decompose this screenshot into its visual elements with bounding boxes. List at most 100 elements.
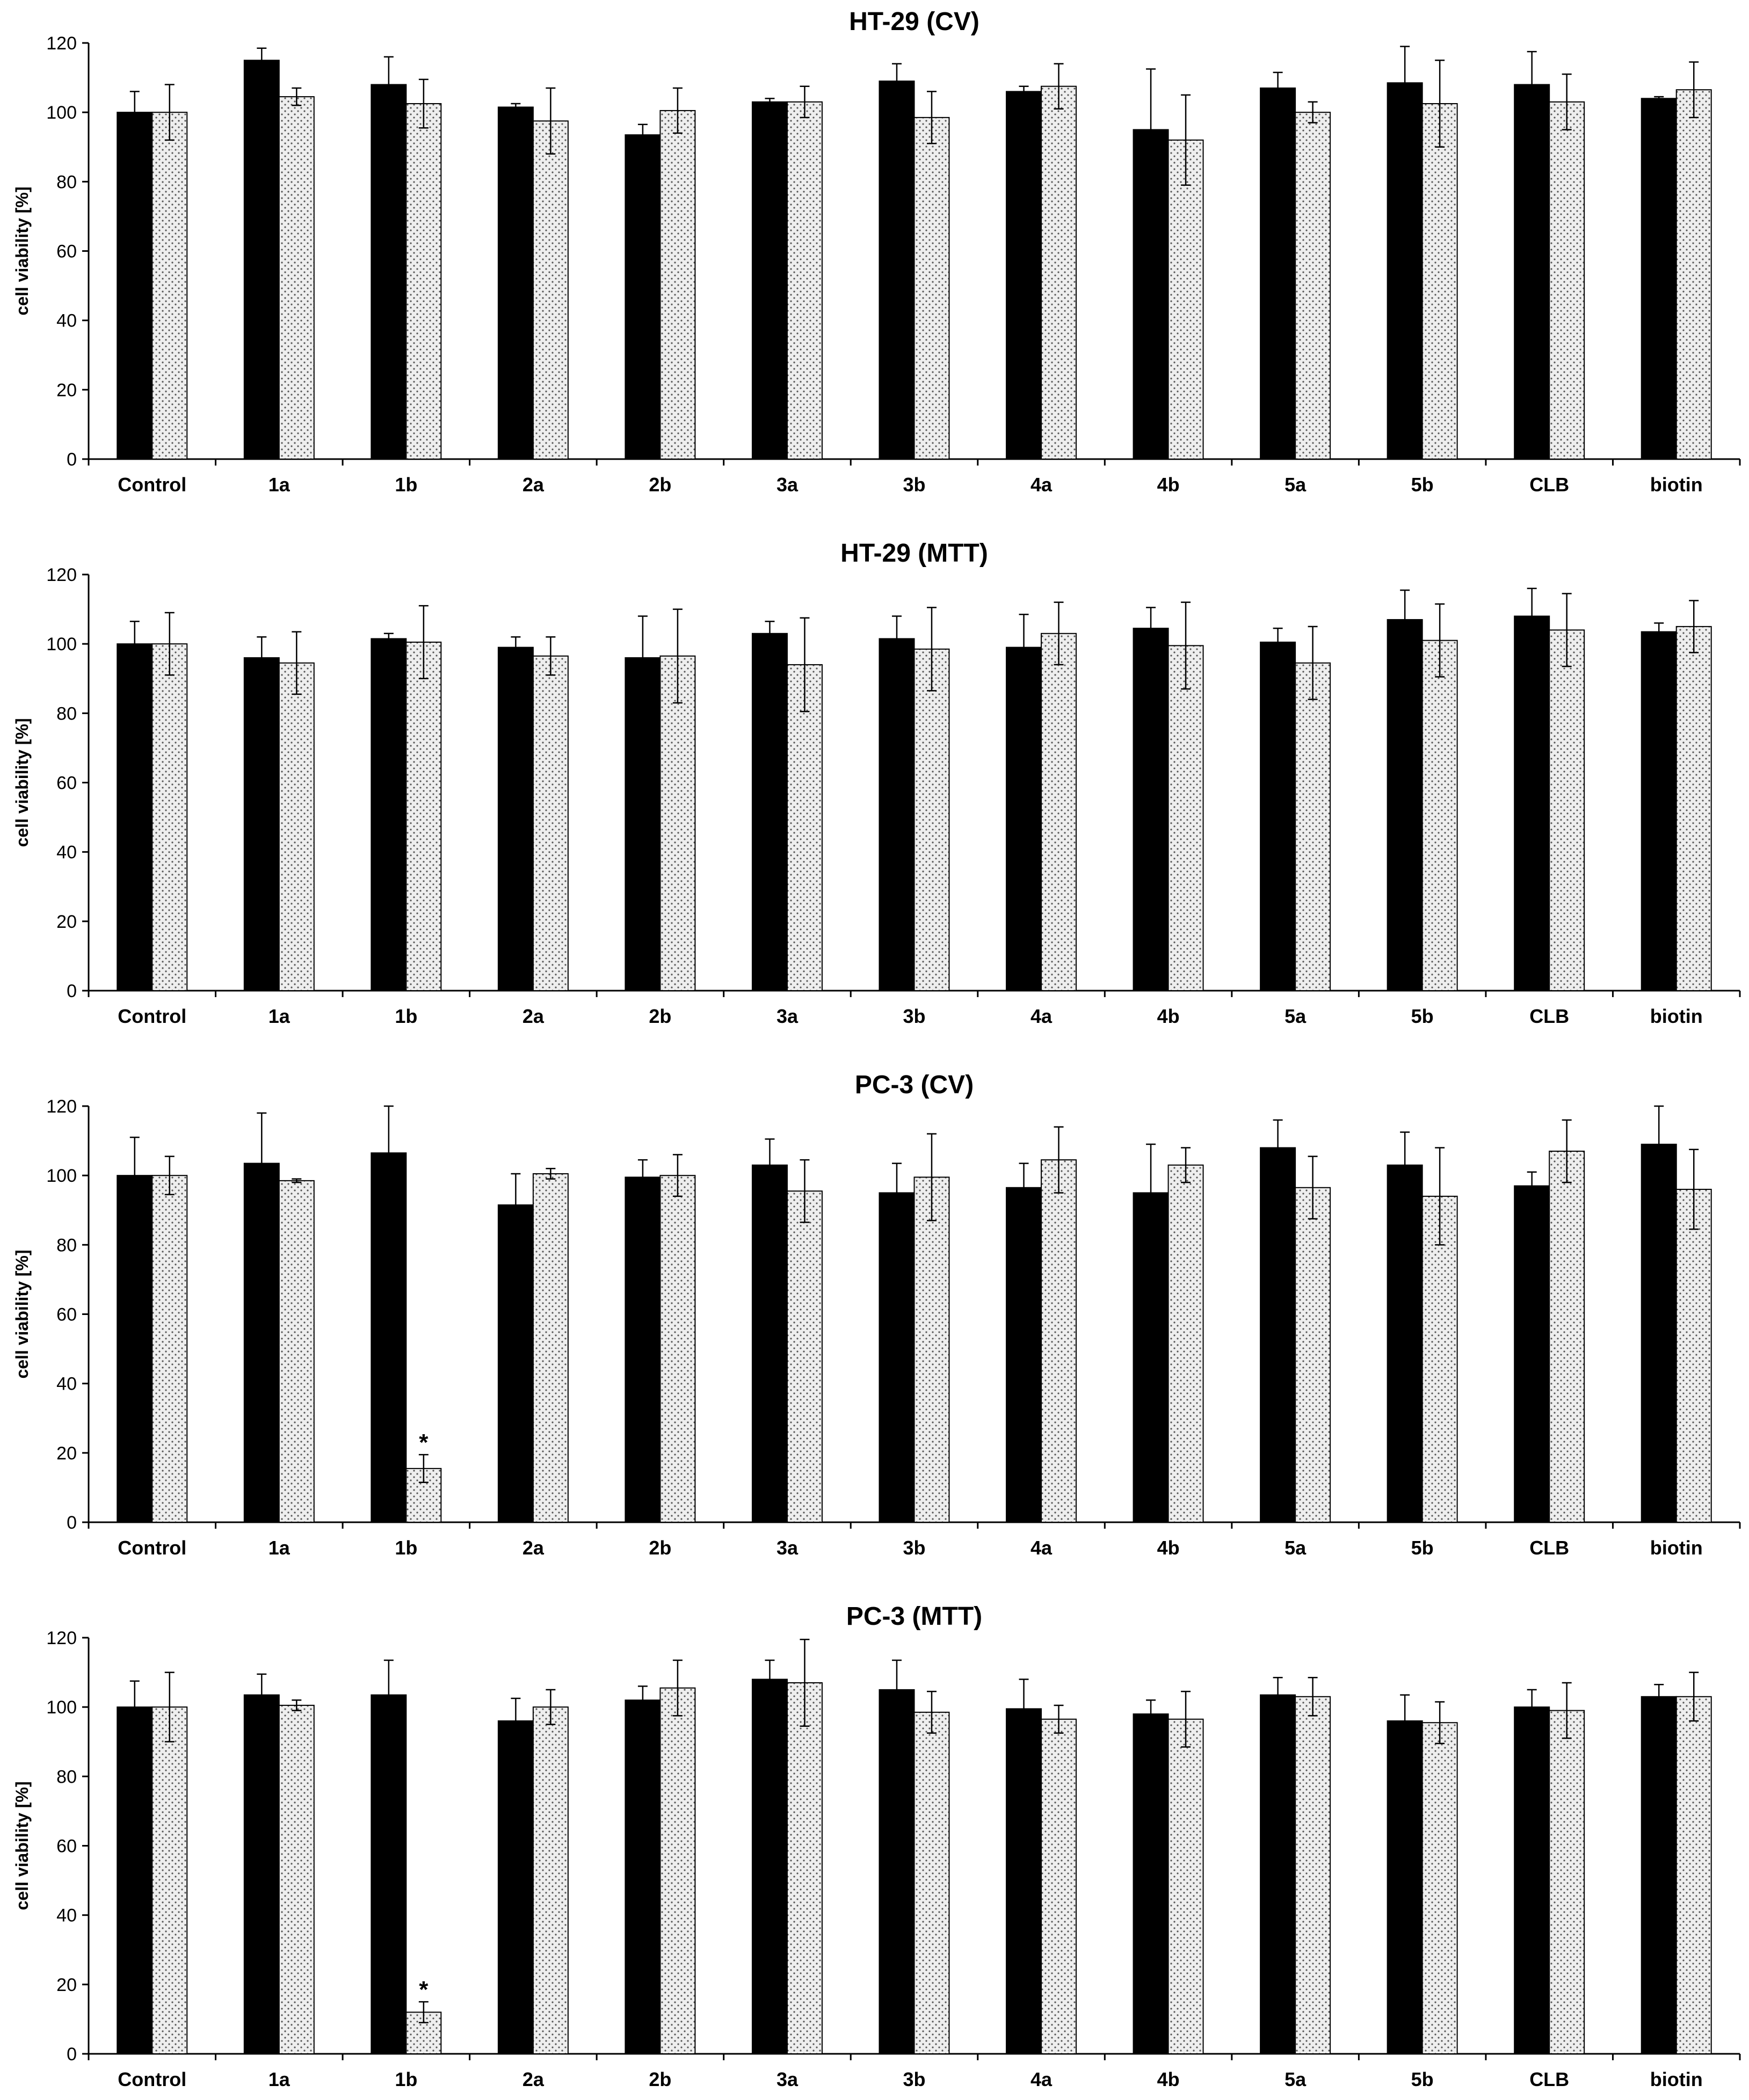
bar-dotted <box>659 1687 696 2054</box>
chart-title: HT-29 (MTT) <box>840 539 988 568</box>
x-tick-label: CLB <box>1529 1005 1569 1027</box>
bar-solid <box>1260 87 1296 460</box>
error-bar <box>383 1659 394 1731</box>
error-bar <box>1527 1689 1537 1725</box>
x-tick-label: CLB <box>1529 1537 1569 1559</box>
error-bar <box>383 1105 394 1201</box>
x-tick-label: 3b <box>903 2068 925 2090</box>
error-bar <box>1273 1677 1283 1713</box>
error-bar <box>892 1162 902 1223</box>
y-tick-label: 40 <box>56 1906 77 1926</box>
bar-solid <box>625 1176 661 1523</box>
bar-dotted <box>913 117 950 460</box>
bar-dotted <box>1675 626 1712 991</box>
x-tick-label: 4a <box>1030 1005 1053 1027</box>
bar-dotted <box>1675 1696 1712 2055</box>
y-tick-label: 60 <box>56 242 77 262</box>
error-bar <box>637 615 648 700</box>
error-bar <box>892 63 902 99</box>
x-tick-label: 5b <box>1411 1537 1434 1559</box>
bar-dotted <box>1421 1722 1458 2055</box>
y-tick-label: 20 <box>56 912 77 932</box>
bar-solid <box>1387 1720 1423 2054</box>
bar-solid <box>751 633 788 991</box>
y-tick-label: 80 <box>56 172 77 192</box>
error-bar <box>1146 1143 1156 1242</box>
y-tick-label: 40 <box>56 842 77 863</box>
bar-dotted <box>659 1175 696 1523</box>
error-bar <box>1181 1690 1191 1748</box>
error-bar <box>1689 600 1699 653</box>
x-tick-label: Control <box>118 2068 186 2090</box>
x-tick-label: 4a <box>1030 1537 1053 1559</box>
bar-solid <box>117 643 153 991</box>
y-axis-label: cell viability [%] <box>12 718 32 847</box>
bar-dotted <box>278 1704 315 2054</box>
error-bar <box>1054 601 1064 666</box>
chart-title: HT-29 (CV) <box>849 8 979 36</box>
error-bar <box>927 607 937 692</box>
error-bar <box>1181 94 1191 186</box>
x-tick-label: 3b <box>903 474 925 496</box>
error-bar <box>892 615 902 662</box>
y-tick-label: 60 <box>56 1305 77 1325</box>
x-tick-label: 2a <box>522 1005 545 1027</box>
bar-solid <box>243 1694 280 2054</box>
x-tick-label: 2b <box>649 474 671 496</box>
error-bar <box>257 1673 267 1717</box>
bar-solid <box>751 1678 788 2054</box>
x-tick-label: 1b <box>395 1537 417 1559</box>
error-bar <box>418 2001 429 2024</box>
bar-solid <box>1133 628 1169 991</box>
bar-solid <box>1641 631 1677 991</box>
error-bar <box>129 1136 140 1215</box>
x-tick-label: 1a <box>268 474 291 496</box>
error-bar <box>1435 1147 1445 1246</box>
error-bar <box>1527 587 1537 645</box>
y-tick-label: 80 <box>56 703 77 724</box>
bar-dotted <box>1295 1696 1331 2055</box>
bar-dotted <box>1167 1718 1204 2054</box>
y-tick-label: 0 <box>67 2044 77 2065</box>
y-tick-label: 120 <box>46 1096 77 1117</box>
error-bar <box>418 605 429 679</box>
error-bar <box>1054 63 1064 110</box>
bar-solid <box>497 1204 534 1523</box>
error-bar <box>672 1154 683 1197</box>
error-bar <box>511 103 521 112</box>
bar-dotted <box>913 1711 950 2055</box>
bar-dotted <box>1295 112 1331 460</box>
error-bar <box>800 85 810 119</box>
y-tick-label: 40 <box>56 311 77 331</box>
x-tick-label: CLB <box>1529 474 1569 496</box>
bar-solid <box>1260 1694 1296 2054</box>
error-bar <box>637 123 648 146</box>
error-bar <box>257 1112 267 1215</box>
error-bar <box>1562 73 1572 130</box>
error-bar <box>292 631 302 695</box>
bar-solid <box>1133 1192 1169 1523</box>
bar-dotted <box>151 1175 188 1523</box>
error-bar <box>257 47 267 74</box>
bar-dotted <box>405 641 442 991</box>
bar-solid <box>371 84 407 460</box>
error-bar <box>292 87 302 106</box>
error-bar <box>511 1173 521 1237</box>
error-bar <box>1689 61 1699 119</box>
x-tick-label: Control <box>118 474 186 496</box>
bar-dotted <box>659 110 696 460</box>
x-tick-label: 3a <box>776 1537 799 1559</box>
bar-dotted <box>151 643 188 991</box>
error-bar <box>672 608 683 704</box>
bar-solid <box>1387 1164 1423 1523</box>
error-bar <box>1308 626 1318 700</box>
x-tick-label: 5b <box>1411 1005 1434 1027</box>
y-axis-label: cell viability [%] <box>12 1781 32 1910</box>
bar-dotted <box>786 1682 823 2054</box>
x-tick-label: 1b <box>395 2068 417 2090</box>
x-tick-label: 4b <box>1157 2068 1180 2090</box>
bar-dotted <box>532 1706 569 2055</box>
y-tick-label: 120 <box>46 565 77 585</box>
bar-solid <box>1006 646 1042 991</box>
